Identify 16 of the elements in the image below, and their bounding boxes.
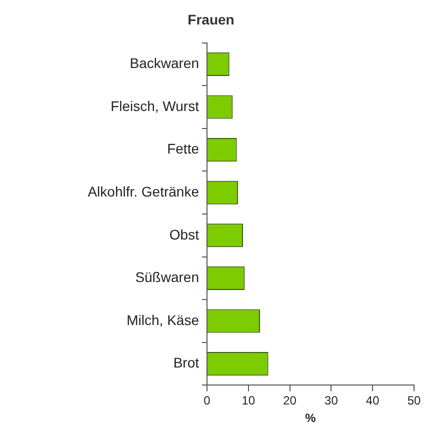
y-tick-label: Milch, Käse [126, 312, 200, 328]
y-tick-label: Backwaren [130, 55, 199, 72]
x-tick-label: 30 [324, 394, 338, 408]
x-tick-label: 50 [407, 394, 421, 408]
chart-title: Frauen [188, 11, 234, 28]
y-tick-label: Alkohlfr. Getränke [88, 183, 200, 200]
y-tick-label: Obst [169, 226, 200, 242]
y-tick-label: Fette [167, 140, 200, 157]
y-tick-label: Brot [173, 354, 200, 371]
x-axis-title: % [305, 411, 316, 426]
x-tick-label: 20 [283, 394, 297, 408]
x-tick-label: 0 [204, 394, 211, 408]
x-tick-label: 10 [242, 394, 256, 408]
x-tick-label: 40 [366, 394, 380, 408]
y-tick-label: Süßwaren [135, 269, 199, 286]
y-tick-label: Fleisch, Wurst [110, 98, 200, 114]
